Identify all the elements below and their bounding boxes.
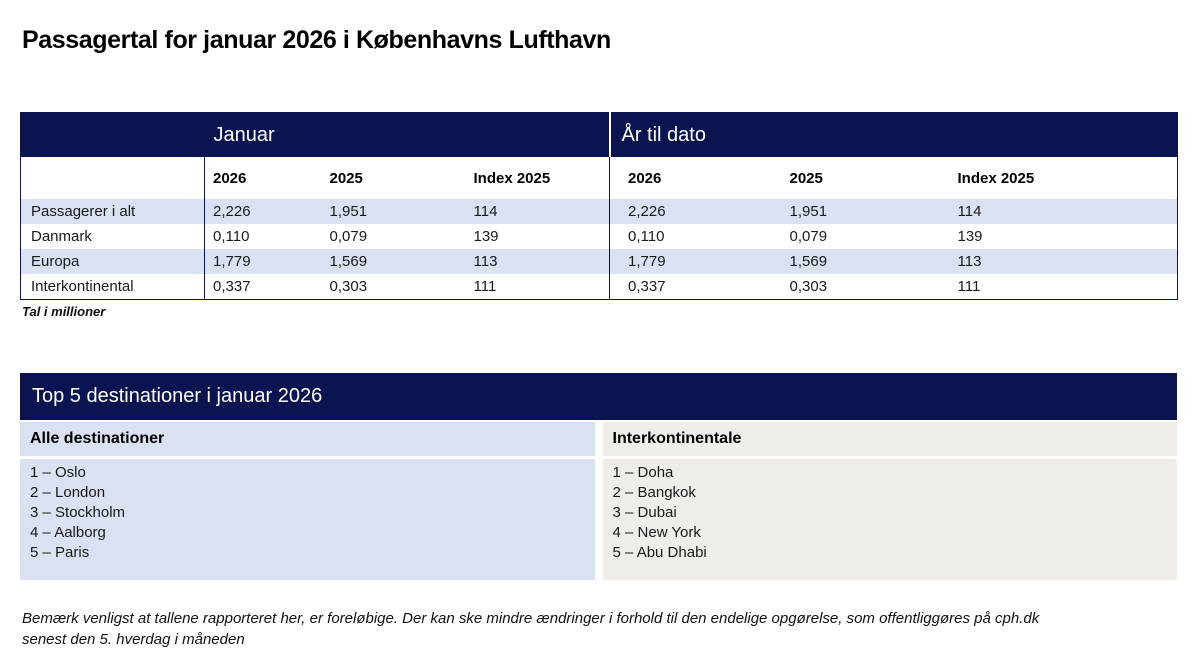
destination-item: 4 – Aalborg [30, 524, 106, 541]
destinations-list-intercontinental: 1 – Doha 2 – Bangkok 3 – Dubai 4 – New Y… [602, 459, 1177, 580]
cell-value: 114 [949, 199, 1178, 224]
traffic-table: Januar År til dato 2026 2025 Index 2025 … [20, 112, 1178, 300]
destination-item: 3 – Dubai [612, 504, 677, 521]
destination-item: 5 – Abu Dhabi [612, 544, 707, 561]
column-header-ytd-2025: 2025 [781, 157, 950, 199]
destination-item: 1 – Doha [612, 464, 674, 481]
destination-item: 4 – New York [612, 524, 701, 541]
row-label: Interkontinental [20, 274, 205, 300]
cell-value: 0,303 [321, 274, 466, 300]
table-row-interkontinental: Interkontinental 0,337 0,303 111 0,337 0… [20, 274, 1178, 300]
cell-value: 0,337 [204, 274, 322, 300]
cell-value: 0,110 [204, 224, 322, 249]
cell-value: 0,110 [609, 224, 782, 249]
cell-value: 1,951 [321, 199, 466, 224]
cell-value: 1,779 [609, 249, 782, 274]
cell-value: 0,303 [781, 274, 950, 300]
cell-value: 1,951 [781, 199, 950, 224]
destinations-column-all: Alle destinationer 1 – Oslo 2 – London 3… [20, 422, 595, 580]
section-header-year-to-date: År til dato [608, 112, 1178, 157]
column-header-jan-index: Index 2025 [465, 157, 610, 199]
top5-columns: Alle destinationer 1 – Oslo 2 – London 3… [20, 422, 1177, 580]
destination-item: 2 – Bangkok [612, 484, 696, 501]
row-label: Danmark [20, 224, 205, 249]
cell-value: 2,226 [609, 199, 782, 224]
cell-value: 111 [949, 274, 1178, 300]
cell-value: 113 [949, 249, 1178, 274]
cell-value: 1,569 [321, 249, 466, 274]
millions-footnote: Tal i millioner [22, 304, 106, 319]
column-header-empty [20, 157, 205, 199]
disclaimer-line-2: senest den 5. hverdag i måneden [22, 631, 245, 648]
column-header-all-destinations: Alle destinationer [20, 422, 595, 456]
cell-value: 1,569 [781, 249, 950, 274]
disclaimer-line-1: Bemærk venligst at tallene rapporteret h… [22, 610, 1040, 627]
cell-value: 111 [465, 274, 610, 300]
destinations-list-all: 1 – Oslo 2 – London 3 – Stockholm 4 – Aa… [20, 459, 595, 580]
section-header-januar: Januar [204, 112, 610, 157]
cell-value: 1,779 [204, 249, 322, 274]
section-corner-cell [20, 112, 205, 157]
page-title: Passagertal for januar 2026 i Københavns… [22, 26, 611, 54]
cell-value: 2,226 [204, 199, 322, 224]
traffic-table-section-row: Januar År til dato [20, 112, 1178, 157]
cell-value: 0,079 [321, 224, 466, 249]
table-row-passagerer-i-alt: Passagerer i alt 2,226 1,951 114 2,226 1… [20, 199, 1178, 224]
column-header-intercontinental: Interkontinentale [602, 422, 1177, 456]
destinations-column-intercontinental: Interkontinentale 1 – Doha 2 – Bangkok 3… [602, 422, 1177, 580]
cell-value: 114 [465, 199, 610, 224]
top5-panel-title: Top 5 destinationer i januar 2026 [20, 373, 1177, 420]
row-label: Europa [20, 249, 205, 274]
cell-value: 139 [949, 224, 1178, 249]
cell-value: 0,079 [781, 224, 950, 249]
cell-value: 0,337 [609, 274, 782, 300]
destination-item: 3 – Stockholm [30, 504, 126, 521]
column-header-ytd-2026: 2026 [609, 157, 782, 199]
row-label: Passagerer i alt [20, 199, 205, 224]
table-row-europa: Europa 1,779 1,569 113 1,779 1,569 113 [20, 249, 1178, 274]
destination-item: 1 – Oslo [30, 464, 86, 481]
traffic-table-column-header-row: 2026 2025 Index 2025 2026 2025 Index 202… [20, 157, 1178, 199]
cell-value: 139 [465, 224, 610, 249]
top5-destinations-panel: Top 5 destinationer i januar 2026 Alle d… [20, 373, 1177, 580]
destination-item: 2 – London [30, 484, 106, 501]
column-header-jan-2026: 2026 [204, 157, 322, 199]
cell-value: 113 [465, 249, 610, 274]
destination-item: 5 – Paris [30, 544, 90, 561]
preliminary-figures-disclaimer: Bemærk venligst at tallene rapporteret h… [22, 608, 1203, 650]
column-header-ytd-index: Index 2025 [949, 157, 1178, 199]
table-row-danmark: Danmark 0,110 0,079 139 0,110 0,079 139 [20, 224, 1178, 249]
column-header-jan-2025: 2025 [321, 157, 466, 199]
